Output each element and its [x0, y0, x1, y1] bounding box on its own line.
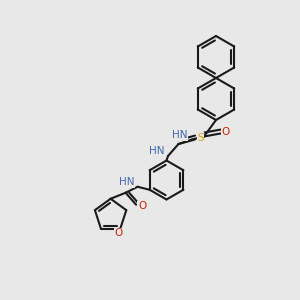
Text: HN: HN	[149, 146, 165, 157]
Text: HN: HN	[119, 177, 135, 187]
Text: S: S	[197, 133, 204, 143]
Text: HN: HN	[172, 130, 188, 140]
Text: O: O	[222, 127, 230, 137]
Text: O: O	[138, 201, 146, 211]
Text: O: O	[115, 228, 123, 238]
